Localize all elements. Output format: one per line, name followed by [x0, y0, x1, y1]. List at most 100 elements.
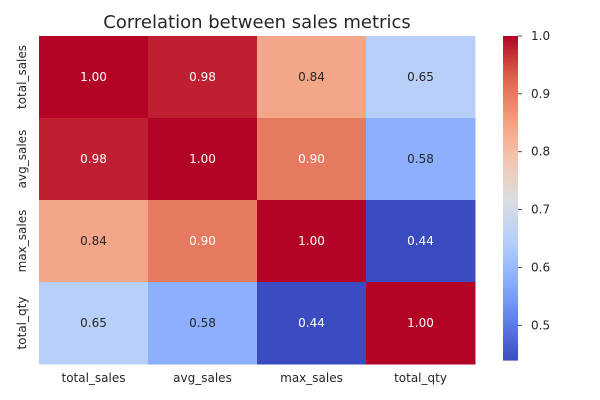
colorbar-segment	[503, 57, 518, 61]
colorbar-segment	[503, 73, 518, 78]
y-tick-label: avg_sales	[15, 130, 29, 189]
colorbar-segment	[503, 71, 518, 75]
colorbar-segment	[503, 146, 518, 150]
colorbar-segment	[503, 333, 518, 337]
colorbar-segment	[503, 238, 518, 242]
colorbar-segment	[503, 98, 518, 102]
colorbar-segment	[503, 41, 518, 45]
colorbar-segment	[503, 79, 518, 83]
heatmap-cell	[39, 282, 149, 365]
colorbar-segment	[503, 292, 518, 296]
colorbar-segment	[503, 108, 518, 113]
colorbar-segment	[503, 268, 518, 272]
colorbar-segment	[503, 243, 518, 248]
colorbar-segment	[503, 341, 518, 345]
colorbar-tick-label: 0.5	[531, 318, 550, 332]
colorbar-segment	[503, 303, 518, 307]
colorbar-segment	[503, 276, 518, 280]
colorbar-segment	[503, 162, 518, 167]
colorbar-segment	[503, 254, 518, 258]
colorbar-segment	[503, 133, 518, 137]
colorbar-segment	[503, 246, 518, 250]
colorbar-segment	[503, 122, 518, 126]
colorbar-segment	[503, 219, 518, 223]
colorbar-segment	[503, 54, 518, 59]
colorbar-segment	[503, 138, 518, 142]
colorbar-segment	[503, 252, 518, 256]
colorbar-segment	[503, 314, 518, 318]
colorbar-segment	[503, 179, 518, 183]
x-tick-label: total_qty	[394, 371, 447, 385]
colorbar-segment	[503, 206, 518, 210]
colorbar-segment	[503, 295, 518, 299]
colorbar-tick-label: 0.8	[531, 145, 550, 159]
colorbar-segment	[503, 81, 518, 86]
cell-value-label: 0.90	[189, 234, 216, 248]
colorbar-segment	[503, 114, 518, 118]
colorbar-tick-label: 0.6	[531, 260, 550, 274]
heatmap-cell	[257, 36, 367, 119]
colorbar-segment	[503, 90, 518, 94]
colorbar-segment	[503, 330, 518, 334]
colorbar-tick-label: 0.7	[531, 203, 550, 217]
cell-value-label: 1.00	[298, 234, 325, 248]
cell-value-label: 1.00	[407, 316, 434, 330]
heatmap-cells: 1.00 0.98 0.84 0.65 0.98 1.00 0.90 0.58 0.84 0.90…	[39, 36, 476, 365]
colorbar-segment	[503, 249, 518, 253]
colorbar-segment	[503, 100, 518, 105]
heatmap-cell	[39, 36, 149, 119]
colorbar-segment	[503, 189, 518, 194]
heatmap-cell	[366, 36, 476, 119]
colorbar-segment	[503, 119, 518, 123]
colorbar-segment	[503, 300, 518, 304]
colorbar-segment	[503, 95, 518, 99]
y-tick-label: max_sales	[15, 210, 29, 273]
colorbar-segment	[503, 127, 518, 132]
cell-value-label: 0.65	[407, 70, 434, 84]
cell-value-label: 0.58	[189, 316, 216, 330]
colorbar-segment	[503, 335, 518, 339]
colorbar-segment	[503, 273, 518, 277]
colorbar-segment	[503, 165, 518, 169]
cell-value-label: 0.84	[80, 234, 107, 248]
colorbar-segment	[503, 230, 518, 234]
colorbar-segment	[503, 257, 518, 261]
colorbar-segment	[503, 149, 518, 153]
colorbar-segment	[503, 346, 518, 350]
colorbar-segment	[503, 260, 518, 264]
heatmap-cell	[148, 36, 258, 119]
heatmap-cell	[257, 118, 367, 201]
heatmap-cell	[366, 118, 476, 201]
colorbar-segment	[503, 49, 518, 53]
colorbar-segment	[503, 87, 518, 91]
colorbar-segment	[503, 168, 518, 172]
colorbar-segment	[503, 135, 518, 140]
colorbar-segment	[503, 354, 518, 358]
colorbar-segment	[503, 63, 518, 67]
colorbar-segment	[503, 125, 518, 129]
colorbar-segment	[503, 235, 518, 240]
x-tick-label: total_sales	[61, 371, 125, 385]
colorbar-segment	[503, 144, 518, 148]
colorbar-segment	[503, 68, 518, 72]
heatmap-cell	[257, 282, 367, 365]
colorbar-segment	[503, 184, 518, 188]
heatmap-cell	[257, 200, 367, 283]
cell-value-label: 0.98	[80, 152, 107, 166]
colorbar-segment	[503, 351, 518, 356]
colorbar-segment	[503, 203, 518, 207]
cell-value-label: 0.90	[298, 152, 325, 166]
colorbar-segment	[503, 60, 518, 64]
colorbar-segment	[503, 152, 518, 156]
colorbar-segment	[503, 227, 518, 231]
cell-value-label: 0.65	[80, 316, 107, 330]
heatmap-cell	[148, 200, 258, 283]
cell-value-label: 0.58	[407, 152, 434, 166]
cell-value-label: 0.84	[298, 70, 325, 84]
heatmap-cell	[366, 282, 476, 365]
colorbar: 0.5 0.6 0.7 0.8 0.9 1.0	[503, 29, 550, 361]
colorbar-segment	[503, 208, 518, 213]
colorbar-segment	[503, 36, 518, 40]
colorbar-segment	[503, 52, 518, 56]
colorbar-segment	[503, 265, 518, 269]
